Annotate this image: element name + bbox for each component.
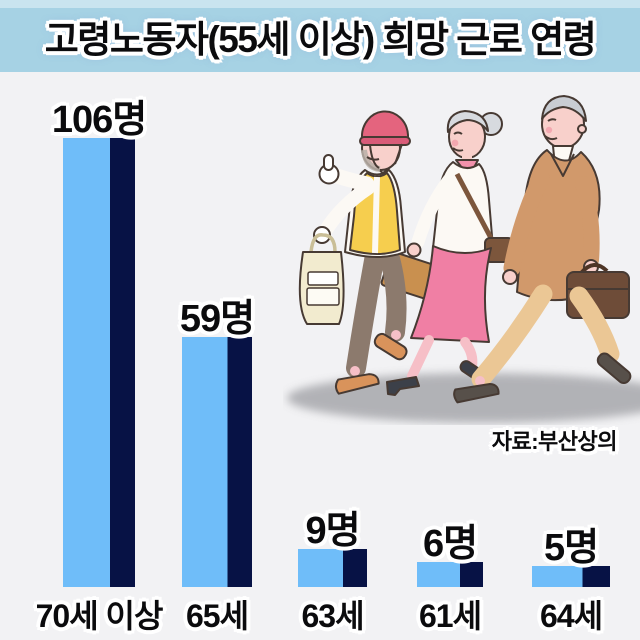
title-banner: 고령노동자(55세 이상) 희망 근로 연령 <box>0 0 640 72</box>
category-label: 65세 <box>185 598 249 634</box>
category-label: 64세 <box>539 598 603 634</box>
category-label: 70세 이상 <box>35 598 164 634</box>
category-label: 61세 <box>418 598 482 634</box>
elderly-delivery-man-figure <box>298 110 411 395</box>
value-label: 106명 <box>51 99 147 141</box>
value-label: 59명 <box>179 298 255 340</box>
bar-65세 <box>182 337 252 587</box>
bar-61세 <box>417 562 483 587</box>
elderly-businessman-figure <box>453 95 632 404</box>
value-label: 9명 <box>305 510 360 552</box>
elderly-woman-figure <box>380 110 514 396</box>
bar-70세 이상 <box>63 138 135 587</box>
bar-64세 <box>532 566 610 587</box>
elderly-workers-walking-illustration <box>287 95 640 423</box>
page-title: 고령노동자(55세 이상) 희망 근로 연령 <box>44 19 597 60</box>
value-label: 6명 <box>422 523 478 565</box>
value-label: 5명 <box>543 527 599 569</box>
source-credit: 자료:부산상의 <box>491 429 618 454</box>
bar-63세 <box>298 549 367 587</box>
category-label: 63세 <box>301 598 364 634</box>
